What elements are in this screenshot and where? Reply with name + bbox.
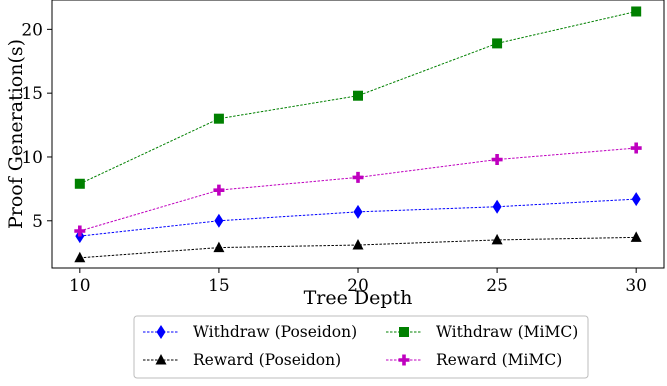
data-point — [353, 204, 363, 219]
series-3 — [74, 142, 642, 237]
series-2 — [74, 231, 642, 263]
x-tick-label: 10 — [69, 276, 91, 296]
y-tick-label: 10 — [21, 148, 43, 168]
legend: Withdraw (Poseidon) Withdraw (MiMC) Reward… — [133, 315, 589, 379]
y-tick-label: 5 — [32, 212, 43, 232]
data-point — [491, 154, 503, 166]
data-point — [352, 239, 364, 250]
x-tick-label: 15 — [208, 276, 230, 296]
data-point — [631, 6, 642, 17]
legend-label: Reward (Poseidon) — [193, 351, 341, 369]
legend-item: Reward (MiMC) — [386, 351, 562, 369]
data-point — [213, 113, 224, 124]
legend-label: Withdraw (MiMC) — [436, 323, 578, 341]
data-point — [492, 199, 502, 214]
series-0 — [75, 192, 641, 244]
series-1 — [74, 6, 642, 189]
legend-marker — [156, 325, 166, 339]
y-axis-ticks: 5 10 15 20 — [21, 20, 52, 232]
y-axis-label: Proof Generation(s) — [5, 39, 27, 229]
series-line — [79, 198, 637, 237]
data-point — [74, 178, 85, 189]
data-point — [631, 192, 641, 207]
x-tick-label: 30 — [625, 276, 647, 296]
x-axis-ticks: 10 15 20 25 30 — [69, 268, 647, 296]
series-line — [79, 10, 637, 185]
legend-marker — [399, 327, 409, 337]
y-tick-label: 20 — [21, 20, 43, 40]
legend-marker — [155, 354, 167, 365]
data-point — [213, 184, 225, 196]
data-point — [214, 213, 224, 228]
series-layer — [74, 6, 642, 263]
legend-item: Withdraw (MiMC) — [386, 323, 578, 341]
legend-label: Reward (MiMC) — [436, 351, 562, 369]
data-point — [492, 38, 503, 49]
data-point — [630, 231, 642, 242]
x-tick-label: 25 — [486, 276, 508, 296]
plot-area — [51, 0, 665, 269]
data-point — [353, 90, 363, 101]
data-point — [630, 142, 642, 154]
legend-box — [133, 315, 589, 379]
x-axis-label: Tree Depth — [304, 287, 413, 309]
x-tick-label: 20 — [347, 276, 369, 296]
data-point — [74, 225, 86, 237]
data-point — [491, 233, 503, 245]
legend-item: Reward (Poseidon) — [143, 351, 341, 369]
legend-marker — [398, 354, 410, 366]
data-point — [213, 241, 225, 253]
data-point — [352, 171, 364, 183]
legend-label: Withdraw (Poseidon) — [193, 323, 357, 341]
y-tick-label: 15 — [21, 84, 43, 104]
data-point — [74, 251, 86, 263]
series-line — [79, 236, 637, 259]
legend-item: Withdraw (Poseidon) — [143, 323, 357, 341]
